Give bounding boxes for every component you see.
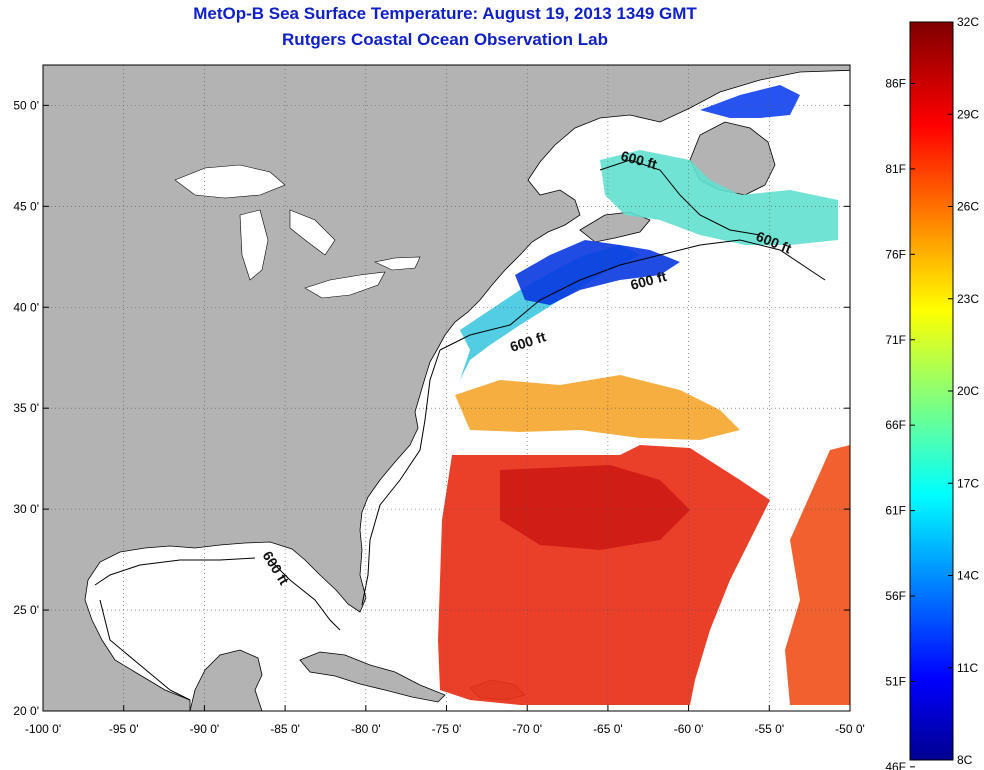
land-cuba [299, 651, 446, 703]
lon-tick-label: -100 0' [25, 722, 61, 736]
land-yucatan [189, 649, 263, 711]
map-subtitle: Rutgers Coastal Ocean Observation Lab [282, 30, 608, 49]
celsius-tick-label: 17C [957, 476, 979, 490]
celsius-tick-label: 23C [957, 292, 979, 306]
lon-tick-label: -90 0' [190, 722, 220, 736]
lon-tick-label: -60 0' [674, 722, 704, 736]
celsius-tick-label: 20C [957, 384, 979, 398]
fahrenheit-tick-label: 51F [885, 674, 906, 688]
lon-tick-label: -95 0' [109, 722, 139, 736]
lat-tick-label: 25 0' [13, 603, 39, 617]
lon-tick-label: -70 0' [512, 722, 542, 736]
fahrenheit-tick-label: 81F [885, 162, 906, 176]
lon-tick-label: -85 0' [270, 722, 300, 736]
colorbar-celsius-ticks: 8C 11C 14C 17C 20C 23C 26C 29C 32C [948, 15, 979, 767]
fahrenheit-tick-label: 66F [885, 418, 906, 432]
fahrenheit-tick-label: 86F [885, 77, 906, 91]
depth-contour [94, 159, 826, 701]
lon-tick-label: -80 0' [351, 722, 381, 736]
lat-tick-label: 20 0' [13, 704, 39, 718]
celsius-tick-label: 8C [957, 753, 973, 767]
sst-transition-band [455, 375, 740, 440]
sst-gulf-st-lawrence [600, 150, 838, 245]
sst-labrador-cold [700, 85, 800, 118]
celsius-tick-label: 29C [957, 107, 979, 121]
land-nova-scotia [579, 211, 651, 243]
lon-tick-label: -65 0' [593, 722, 623, 736]
lat-tick-label: 30 0' [13, 502, 39, 516]
fahrenheit-tick-label: 71F [885, 333, 906, 347]
colorbar-fahrenheit-ticks: 46F 51F 56F 61F 66F 71F 76F 81F 86F [885, 77, 915, 770]
lon-tick-label: -50 0' [835, 722, 865, 736]
longitude-axis: -100 0' -95 0' -90 0' -85 0' -80 0' -75 0' -70… [25, 705, 865, 736]
fahrenheit-tick-label: 76F [885, 247, 906, 261]
colorbar [909, 21, 954, 761]
lon-tick-label: -55 0' [754, 722, 784, 736]
celsius-tick-label: 14C [957, 569, 979, 583]
fahrenheit-tick-label: 46F [885, 760, 906, 770]
map-title: MetOp-B Sea Surface Temperature: August … [193, 4, 697, 23]
lat-tick-label: 40 0' [13, 300, 39, 314]
lon-tick-label: -75 0' [432, 722, 462, 736]
great-lakes [174, 164, 421, 299]
fahrenheit-tick-label: 61F [885, 504, 906, 518]
sst-gulf-of-maine-cold [515, 240, 680, 305]
celsius-tick-label: 26C [957, 200, 979, 214]
sst-warm-east [785, 445, 850, 705]
sst-warm-core [500, 465, 690, 550]
lat-tick-label: 45 0' [13, 199, 39, 213]
lat-tick-label: 50 0' [13, 98, 39, 112]
fahrenheit-tick-label: 56F [885, 589, 906, 603]
latitude-axis: 20 0' 25 0' 30 0' 35 0' 40 0' 45 0' 50 0' [13, 98, 850, 718]
celsius-tick-label: 32C [957, 15, 979, 29]
lat-tick-label: 35 0' [13, 401, 39, 415]
celsius-tick-label: 11C [957, 661, 978, 675]
